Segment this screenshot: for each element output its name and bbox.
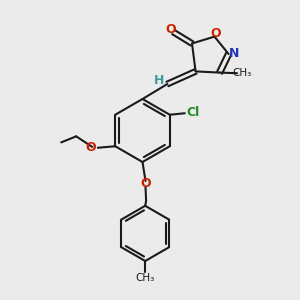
Text: O: O [211,27,221,40]
Text: O: O [166,22,176,36]
Text: CH₃: CH₃ [233,68,252,78]
Text: O: O [85,141,96,154]
Text: Cl: Cl [187,106,200,119]
Text: N: N [229,46,239,60]
Text: CH₃: CH₃ [136,273,155,283]
Text: H: H [154,74,164,88]
Text: O: O [141,177,152,190]
